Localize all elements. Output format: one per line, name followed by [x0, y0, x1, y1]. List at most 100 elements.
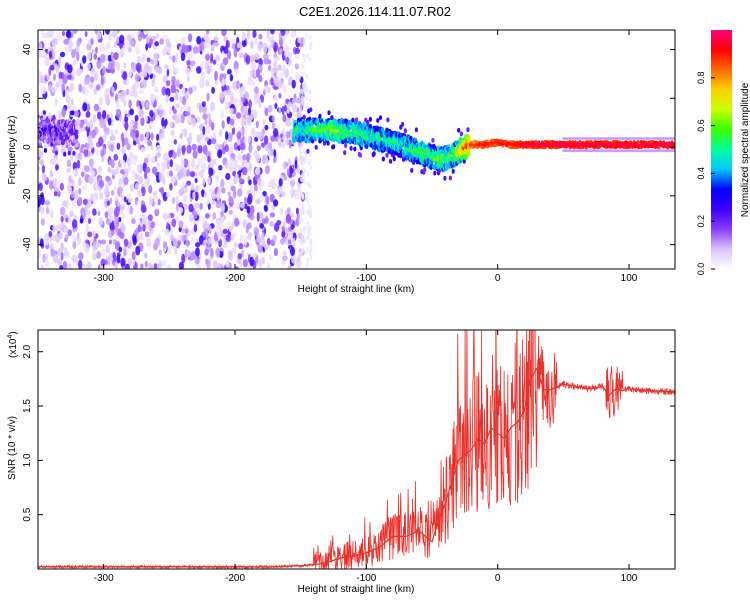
spectrogram-noise-cell — [305, 74, 309, 80]
spectrogram-noise-cell — [263, 204, 268, 211]
spectrogram-noise-cell — [183, 158, 189, 168]
spectrogram-ridge-cell — [353, 146, 357, 152]
spectrogram-noise-cell — [55, 233, 61, 243]
spectrogram-noise-cell — [294, 54, 300, 60]
spectrogram-noise-cell — [223, 243, 228, 249]
spectrogram-noise-cell — [79, 147, 84, 154]
spectrogram-noise-cell — [64, 247, 68, 253]
spectrogram-noise-cell — [210, 46, 215, 52]
spectrogram-noise-cell — [296, 97, 302, 104]
spectrogram-noise-cell — [123, 238, 129, 247]
spectrogram-noise-cell — [82, 198, 88, 206]
spectrogram-noise-cell — [142, 223, 146, 232]
spectrogram-noise-cell — [205, 79, 210, 87]
spectrogram-noise-cell — [289, 246, 296, 256]
snr-x-tick-label: 0 — [495, 573, 501, 584]
spectrogram-ridge-cell — [74, 120, 79, 126]
spectrogram-noise-cell — [59, 206, 66, 216]
spectrogram-noise-cell — [131, 218, 136, 225]
spectrogram-noise-cell — [123, 176, 129, 186]
spectrogram-noise-cell — [208, 167, 214, 177]
spectrogram-noise-cell — [68, 174, 72, 184]
spectrogram-noise-cell — [66, 215, 72, 224]
spectrogram-noise-cell — [303, 149, 307, 155]
spectrogram-noise-cell — [306, 199, 309, 205]
spectrogram-ridge-cell — [64, 133, 69, 139]
spectrogram-noise-cell — [296, 164, 300, 174]
spectrogram-noise-cell — [221, 120, 225, 129]
spectrogram-noise-cell — [215, 220, 222, 226]
spectrogram-noise-cell — [82, 86, 86, 95]
spectrogram-noise-cell — [146, 57, 151, 63]
spectrogram-noise-cell — [306, 227, 309, 233]
spectrogram-ridge-cell — [42, 110, 47, 115]
spectrogram-noise-cell — [129, 119, 135, 126]
spectrogram-noise-cell — [242, 154, 248, 161]
spectrogram-noise-cell — [235, 80, 240, 89]
spectrogram-noise-cell — [238, 242, 244, 250]
spectrogram-noise-cell — [229, 144, 234, 153]
spectrogram-noise-cell — [195, 117, 201, 124]
spectrogram-noise-cell — [52, 224, 56, 233]
spectrogram-noise-cell — [199, 42, 205, 51]
spectrogram-noise-cell — [220, 178, 225, 188]
spectrogram-noise-cell — [309, 44, 312, 50]
spectrogram-x-tick-label: -200 — [225, 273, 245, 284]
spectrogram-ridge-cell — [386, 117, 390, 123]
spectrogram-noise-cell — [78, 259, 83, 269]
spectrogram-noise-cell — [306, 181, 310, 187]
spectrogram-noise-cell — [258, 183, 262, 193]
spectrogram-noise-cell — [248, 162, 253, 172]
spectrogram-noise-cell — [225, 172, 231, 181]
spectrogram-noise-cell — [221, 204, 225, 213]
spectrogram-noise-cell — [274, 103, 278, 109]
spectrogram-noise-cell — [150, 121, 155, 128]
spectrogram-noise-cell — [92, 196, 97, 205]
spectrogram-noise-cell — [72, 105, 77, 111]
spectrogram-noise-cell — [199, 78, 205, 84]
spectrogram-noise-cell — [180, 187, 186, 195]
spectrogram-noise-cell — [150, 145, 154, 151]
spectrogram-noise-cell — [195, 247, 200, 257]
spectrogram-noise-cell — [306, 102, 310, 108]
spectrogram-noise-cell — [64, 251, 70, 259]
spectrogram-noise-cell — [251, 81, 256, 87]
spectrogram-x-label: Height of straight line (km) — [298, 284, 415, 295]
spectrogram-noise-cell — [169, 234, 175, 242]
spectrogram-noise-cell — [146, 131, 150, 139]
spectrogram-noise-cell — [91, 252, 97, 259]
spectrogram-noise-cell — [126, 34, 131, 42]
spectrogram-noise-cell — [186, 144, 192, 154]
spectrogram-noise-cell — [143, 157, 149, 164]
spectrogram-noise-cell — [113, 41, 117, 48]
spectrogram-noise-cell — [176, 79, 180, 88]
spectrogram-noise-cell — [236, 42, 241, 49]
spectrogram-noise-cell — [164, 228, 170, 236]
spectrogram-noise-cell — [150, 93, 156, 102]
spectrogram-noise-cell — [123, 247, 127, 257]
spectrogram-noise-cell — [158, 260, 163, 268]
spectrogram-noise-cell — [50, 234, 57, 242]
spectrogram-noise-cell — [80, 171, 85, 177]
spectrogram-noise-cell — [245, 54, 251, 65]
spectrogram-noise-cell — [123, 196, 127, 203]
spectrogram-ridge-cell — [378, 115, 383, 120]
spectrogram-noise-cell — [301, 97, 304, 103]
spectrogram-noise-cell — [119, 34, 125, 44]
spectrogram-noise-cell — [268, 148, 274, 157]
spectrogram-noise-cell — [116, 98, 120, 109]
spectrogram-ridge-cell — [74, 134, 79, 140]
spectrogram-noise-cell — [260, 238, 266, 248]
snr-background — [38, 330, 675, 569]
spectrogram-noise-cell — [261, 232, 265, 241]
spectrogram-noise-cell — [262, 119, 266, 125]
spectrogram-noise-cell — [165, 87, 171, 97]
spectrogram-noise-cell — [123, 62, 127, 69]
spectrogram-noise-cell — [273, 157, 277, 164]
snr-y-tick-label: 2.0 — [22, 344, 33, 358]
spectrogram-noise-cell — [237, 188, 243, 197]
spectrogram-y-tick-label: 20 — [22, 92, 33, 104]
spectrogram-noise-cell — [251, 109, 255, 116]
spectrogram-noise-cell — [302, 227, 306, 233]
spectrogram-ridge-cell — [403, 128, 407, 134]
